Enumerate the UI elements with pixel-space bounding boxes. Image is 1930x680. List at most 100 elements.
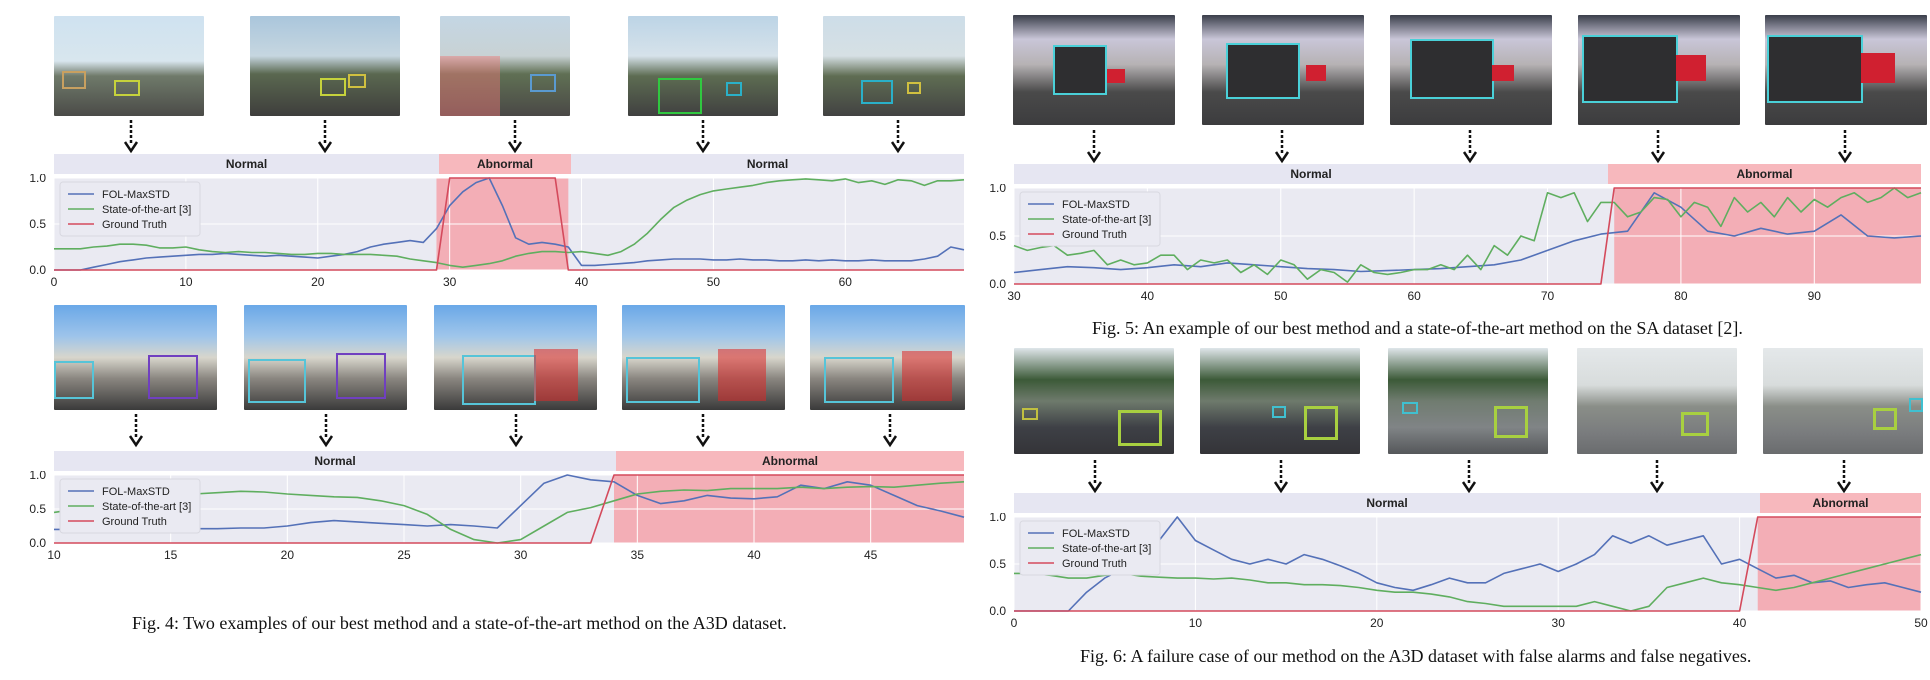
series-line [54,177,964,271]
x-tick-label: 10 [179,275,193,289]
series-line [1013,192,1922,274]
x-tick-label: 40 [1733,616,1747,630]
legend-label: FOL-MaxSTD [1062,528,1130,540]
segment-normal: Normal [54,154,439,174]
x-tick-label: 10 [1189,616,1203,630]
chart-fig5: 30 40 50 60 70 80 90 0.0 0.5 1.0 FOL-MaxSTD State-o… [989,184,1922,303]
legend: FOL-MaxSTD State-of-the-art [3] Ground Tru… [1019,520,1161,576]
frame-thumbnail [1202,15,1364,125]
segment-abnormal: Abnormal [1608,164,1921,184]
segment-band: Normal Abnormal [1014,493,1921,513]
y-tick-label: 1.0 [29,471,46,482]
segment-abnormal: Abnormal [616,451,964,471]
y-tick-label: 0.0 [989,277,1006,291]
frame-thumbnail [1763,348,1923,454]
segment-normal: Normal [1014,493,1760,513]
series-line [1014,553,1922,612]
x-tick-label: 30 [1007,289,1021,303]
segment-abnormal: Abnormal [439,154,571,174]
frame-thumbnail [628,16,778,116]
series-line [1013,187,1922,283]
x-tick-label: 80 [1674,289,1688,303]
frame-thumbnail [810,305,965,410]
series-line [53,481,965,544]
down-arrow-icon [1837,130,1853,164]
down-arrow-icon [1649,460,1665,494]
x-tick-label: 50 [1274,289,1288,303]
legend-label: FOL-MaxSTD [102,486,170,498]
segment-normal: Normal [1014,164,1608,184]
frame-thumbnail [250,16,400,116]
frame-thumbnail [440,16,570,116]
segment-band: Normal Abnormal [1014,164,1921,184]
legend-label: Ground Truth [102,219,167,231]
legend-label: State-of-the-art [3] [1062,543,1151,555]
y-tick-label: 1.0 [989,513,1006,524]
figure-caption: Fig. 6: A failure case of our method on … [1080,646,1752,666]
x-tick-label: 40 [747,548,761,562]
y-tick-label: 0.0 [989,604,1006,618]
x-tick-label: 35 [631,548,645,562]
legend-label: State-of-the-art [3] [102,501,191,513]
x-tick-label: 15 [164,548,178,562]
down-arrow-icon [508,414,524,448]
down-arrow-icon [695,414,711,448]
legend-label: FOL-MaxSTD [1062,199,1130,211]
x-tick-label: 50 [707,275,721,289]
x-tick-label: 90 [1808,289,1822,303]
legend: FOL-MaxSTD State-of-the-art [3] Ground Tru… [1019,191,1161,247]
down-arrow-icon [128,414,144,448]
down-arrow-icon [123,120,139,154]
x-tick-label: 30 [443,275,457,289]
x-tick-label: 25 [397,548,411,562]
frame-thumbnail [244,305,407,410]
y-tick-label: 1.0 [989,184,1006,195]
legend-label: State-of-the-art [3] [1062,214,1151,226]
down-arrow-icon [1650,130,1666,164]
x-tick-label: 60 [839,275,853,289]
x-tick-label: 20 [1370,616,1384,630]
series-line [54,178,965,268]
legend-label: Ground Truth [1062,229,1127,241]
down-arrow-icon [318,414,334,448]
series-line [54,474,965,531]
down-arrow-icon [1086,130,1102,164]
legend: FOL-MaxSTD State-of-the-art [3] Ground Tru… [59,478,201,534]
frame-thumbnail [1765,15,1927,125]
series-line [54,177,965,271]
y-tick-label: 0.5 [989,229,1006,243]
x-tick-label: 10 [47,548,61,562]
legend-label: Ground Truth [1062,558,1127,570]
segment-band: Normal Abnormal [54,451,964,471]
y-tick-label: 0.5 [29,502,46,516]
down-arrow-icon [1462,130,1478,164]
frame-thumbnail [823,16,965,116]
segment-normal: Normal [54,451,616,471]
x-tick-label: 45 [864,548,878,562]
frame-thumbnail [622,305,785,410]
frame-thumbnail [1578,15,1740,125]
x-tick-label: 60 [1407,289,1421,303]
down-arrow-icon [1836,460,1852,494]
y-tick-label: 0.0 [29,536,46,550]
down-arrow-icon [1461,460,1477,494]
x-tick-label: 0 [51,275,58,289]
down-arrow-icon [1273,460,1289,494]
x-tick-label: 40 [1141,289,1155,303]
x-tick-label: 30 [514,548,528,562]
frame-thumbnail [1390,15,1552,125]
series-line [1014,516,1922,612]
down-arrow-icon [695,120,711,154]
legend: FOL-MaxSTD State-of-the-art [3] Ground Tru… [59,181,201,237]
legend-label: FOL-MaxSTD [102,189,170,201]
x-tick-label: 20 [281,548,295,562]
y-tick-label: 0.5 [29,217,46,231]
chart-fig6: 0 10 20 30 40 50 0.0 0.5 1.0 FOL-MaxSTD State-of-t… [989,513,1928,630]
down-arrow-icon [1274,130,1290,164]
x-tick-label: 30 [1552,616,1566,630]
figure-caption: Fig. 5: An example of our best method an… [1092,318,1743,338]
legend-label: Ground Truth [102,516,167,528]
down-arrow-icon [1087,460,1103,494]
down-arrow-icon [890,120,906,154]
segment-normal: Normal [571,154,964,174]
